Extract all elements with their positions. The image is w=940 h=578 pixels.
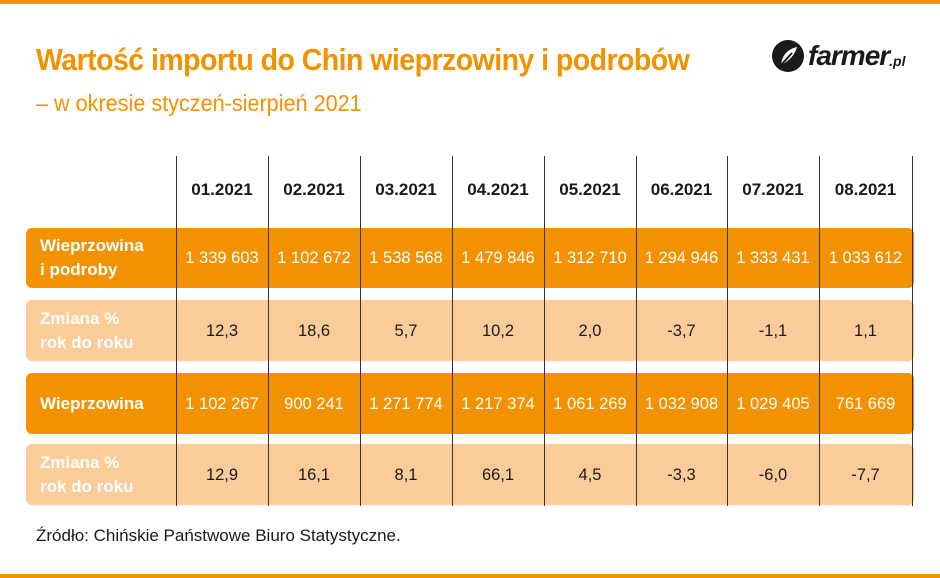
table-cell: -7,7 [851, 465, 880, 484]
row-band [26, 373, 914, 434]
table-cell: -3,3 [667, 465, 696, 484]
column-divider [636, 156, 637, 506]
column-divider [819, 156, 820, 506]
table-cell: -1,1 [758, 321, 788, 340]
table-cell: 1 102 672 [277, 249, 351, 267]
table-cell: 1 294 946 [644, 249, 719, 267]
column-header: 08.2021 [834, 180, 897, 199]
table-cell: 10,2 [481, 321, 515, 340]
column-header: 06.2021 [650, 180, 713, 199]
column-divider [360, 156, 361, 506]
table-cell: 5,7 [394, 321, 418, 340]
table-cell: -3,7 [667, 321, 696, 340]
farmer-logo: farmer .pl [770, 36, 906, 76]
row-label-line: rok do roku [40, 476, 134, 496]
table-cell: 1 061 269 [553, 394, 627, 413]
column-divider [912, 156, 913, 506]
table-cell: 16,1 [297, 465, 331, 484]
table-cell: 1 271 774 [369, 394, 443, 413]
logo-wordmark: farmer [808, 40, 890, 71]
chart-subtitle: – w okresie styczeń-sierpień 2021 [36, 90, 362, 116]
table-cell: 1,1 [854, 321, 877, 340]
table-cell: 1 029 405 [736, 394, 810, 413]
column-header: 05.2021 [559, 180, 621, 199]
table-cell: 1 102 267 [185, 394, 259, 413]
table-cell: 1 333 431 [736, 249, 810, 267]
row-label-line: Wieprzowina [40, 236, 144, 255]
row-label: Zmiana % rok do roku [40, 451, 134, 499]
column-header: 03.2021 [375, 180, 437, 199]
table-cell: 900 241 [284, 394, 344, 413]
row-label: Wieprzowina i podroby [40, 234, 144, 282]
column-divider [544, 156, 545, 506]
table-cell: 1 339 603 [185, 249, 259, 267]
column-divider [727, 156, 728, 506]
table-cell: 1 217 374 [461, 394, 535, 413]
top-border [0, 0, 940, 4]
row-label: Zmiana % rok do roku [40, 307, 134, 355]
column-header: 07.2021 [742, 180, 804, 199]
table-cell: 1 033 612 [828, 249, 903, 267]
table-cell: -6,0 [758, 465, 788, 484]
row-band [26, 228, 914, 288]
column-header: 01.2021 [191, 180, 253, 199]
table-cell: 1 312 710 [553, 249, 627, 267]
leaf-logo-icon [772, 40, 804, 72]
row-label-line: rok do roku [40, 332, 134, 352]
table-cell: 1 032 908 [644, 394, 719, 413]
column-divider [452, 156, 453, 506]
column-divider [176, 156, 177, 506]
table-cell: 8,1 [394, 465, 418, 484]
table-cell: 1 538 568 [369, 249, 443, 267]
table-cell: 12,3 [205, 321, 239, 340]
table-cell: 4,5 [578, 465, 602, 484]
source-note: Źródło: Chińskie Państwowe Biuro Statyst… [36, 526, 401, 545]
bottom-border [0, 574, 940, 578]
row-label-line: Zmiana % [40, 308, 120, 328]
logo-domain: .pl [889, 53, 906, 69]
table-cell: 12,9 [205, 465, 239, 484]
row-label-line: Zmiana % [40, 452, 120, 472]
row-label: Wieprzowina [40, 393, 144, 413]
row-band [26, 444, 914, 505]
table-cell: 2,0 [578, 321, 602, 340]
chart-title: Wartość importu do Chin wieprzowiny i po… [36, 42, 690, 77]
row-band [26, 300, 914, 361]
column-divider [268, 156, 269, 506]
table-cell: 18,6 [297, 321, 331, 340]
table-cell: 66,1 [481, 465, 515, 484]
column-header: 02.2021 [283, 180, 345, 199]
table-cell: 761 669 [835, 394, 896, 413]
table-cell: 1 479 846 [461, 249, 535, 267]
row-label-line: i podroby [40, 260, 118, 279]
column-header: 04.2021 [467, 180, 529, 199]
